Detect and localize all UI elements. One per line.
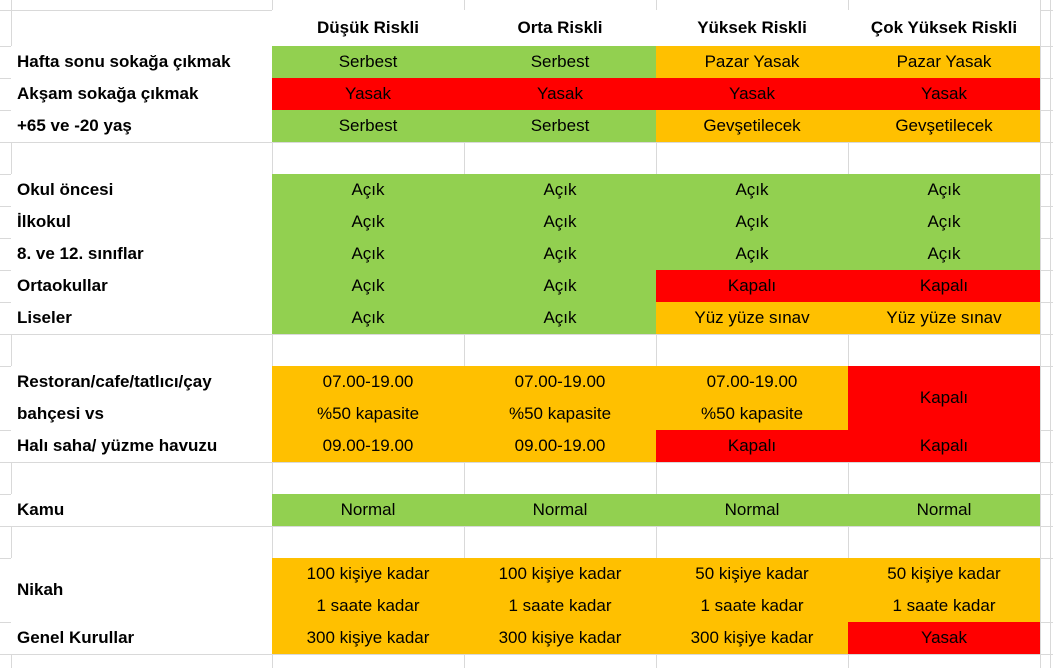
cell-yas-orta[interactable]: Serbest — [464, 110, 656, 142]
cell-yas-cok-yuksek[interactable]: Gevşetilecek — [848, 110, 1040, 142]
cell-ilkokul-yuksek[interactable]: Açık — [656, 206, 848, 238]
cell-siniflar-cok-yuksek[interactable]: Açık — [848, 238, 1040, 270]
gridline-h — [0, 462, 1053, 463]
gridline-v — [848, 0, 849, 668]
cell-line: 07.00-19.00 — [514, 372, 606, 391]
row-label-restoran[interactable]: Restoran/cafe/tatlıcı/çay bahçesi vs — [11, 366, 272, 430]
cell-line: 100 kişiye kadar — [498, 564, 622, 583]
cell-aksam-cok-yuksek[interactable]: Yasak — [848, 78, 1040, 110]
cell-hali-saha-orta[interactable]: 09.00-19.00 — [464, 430, 656, 462]
cell-liseler-orta[interactable]: Açık — [464, 302, 656, 334]
cell-hali-saha-yuksek[interactable]: Kapalı — [656, 430, 848, 462]
row-label-yas[interactable]: +65 ve -20 yaş — [11, 110, 272, 142]
cell-aksam-dusuk[interactable]: Yasak — [272, 78, 464, 110]
cell-nikah-orta[interactable]: 100 kişiye kadar 1 saate kadar — [464, 558, 656, 622]
cell-yas-yuksek[interactable]: Gevşetilecek — [656, 110, 848, 142]
gridline-h — [0, 526, 1053, 527]
row-label-ortaokullar[interactable]: Ortaokullar — [11, 270, 272, 302]
row-label-siniflar[interactable]: 8. ve 12. sınıflar — [11, 238, 272, 270]
cell-line: 1 saate kadar — [316, 596, 420, 615]
cell-aksam-orta[interactable]: Yasak — [464, 78, 656, 110]
cell-line: 1 saate kadar — [508, 596, 612, 615]
cell-ortaokullar-cok-yuksek[interactable]: Kapalı — [848, 270, 1040, 302]
cell-kamu-dusuk[interactable]: Normal — [272, 494, 464, 526]
cell-ortaokullar-orta[interactable]: Açık — [464, 270, 656, 302]
row-label-genel-kurullar[interactable]: Genel Kurullar — [11, 622, 272, 654]
row-label-liseler[interactable]: Liseler — [11, 302, 272, 334]
row-label-ilkokul[interactable]: İlkokul — [11, 206, 272, 238]
cell-liseler-cok-yuksek[interactable]: Yüz yüze sınav — [848, 302, 1040, 334]
column-header-yuksek-riskli[interactable]: Yüksek Riskli — [656, 10, 848, 46]
cell-line: 07.00-19.00 — [322, 372, 414, 391]
cell-aksam-yuksek[interactable]: Yasak — [656, 78, 848, 110]
cell-kamu-yuksek[interactable]: Normal — [656, 494, 848, 526]
cell-ortaokullar-yuksek[interactable]: Kapalı — [656, 270, 848, 302]
gridline-v — [1040, 0, 1041, 668]
column-header-cok-yuksek-riskli[interactable]: Çok Yüksek Riskli — [848, 10, 1040, 46]
row-label-okul-oncesi[interactable]: Okul öncesi — [11, 174, 272, 206]
cell-hafta-sonu-orta[interactable]: Serbest — [464, 46, 656, 78]
cell-ilkokul-dusuk[interactable]: Açık — [272, 206, 464, 238]
cell-line: %50 kapasite — [700, 404, 804, 423]
row-label-aksam[interactable]: Akşam sokağa çıkmak — [11, 78, 272, 110]
cell-siniflar-yuksek[interactable]: Açık — [656, 238, 848, 270]
row-label-hali-saha[interactable]: Halı saha/ yüzme havuzu — [11, 430, 272, 462]
gridline-v — [656, 0, 657, 668]
cell-nikah-cok-yuksek[interactable]: 50 kişiye kadar 1 saate kadar — [848, 558, 1040, 622]
cell-nikah-dusuk[interactable]: 100 kişiye kadar 1 saate kadar — [272, 558, 464, 622]
cell-hafta-sonu-dusuk[interactable]: Serbest — [272, 46, 464, 78]
cell-nikah-yuksek[interactable]: 50 kişiye kadar 1 saate kadar — [656, 558, 848, 622]
cell-okul-oncesi-dusuk[interactable]: Açık — [272, 174, 464, 206]
cell-hafta-sonu-yuksek[interactable]: Pazar Yasak — [656, 46, 848, 78]
cell-ilkokul-cok-yuksek[interactable]: Açık — [848, 206, 1040, 238]
cell-ilkokul-orta[interactable]: Açık — [464, 206, 656, 238]
gridline-v — [11, 0, 12, 668]
row-label-kamu[interactable]: Kamu — [11, 494, 272, 526]
cell-kamu-orta[interactable]: Normal — [464, 494, 656, 526]
cell-restoran-yuksek[interactable]: 07.00-19.00 %50 kapasite — [656, 366, 848, 430]
cell-line: 50 kişiye kadar — [695, 564, 809, 583]
cell-line: 07.00-19.00 — [706, 372, 798, 391]
cell-genel-kurullar-dusuk[interactable]: 300 kişiye kadar — [272, 622, 464, 654]
cell-restoran-cok-yuksek[interactable]: Kapalı — [848, 366, 1040, 430]
cell-restoran-dusuk[interactable]: 07.00-19.00 %50 kapasite — [272, 366, 464, 430]
cell-genel-kurullar-orta[interactable]: 300 kişiye kadar — [464, 622, 656, 654]
cell-hali-saha-cok-yuksek[interactable]: Kapalı — [848, 430, 1040, 462]
column-header-dusuk-riskli[interactable]: Düşük Riskli — [272, 10, 464, 46]
row-label-nikah[interactable]: Nikah — [11, 558, 272, 622]
cell-ortaokullar-dusuk[interactable]: Açık — [272, 270, 464, 302]
row-label-line: Restoran/cafe/tatlıcı/çay — [17, 372, 212, 391]
cell-okul-oncesi-yuksek[interactable]: Açık — [656, 174, 848, 206]
cell-genel-kurullar-cok-yuksek[interactable]: Yasak — [848, 622, 1040, 654]
gridline-h — [0, 654, 1053, 655]
gridline-v — [272, 0, 273, 668]
cell-line: 1 saate kadar — [700, 596, 804, 615]
cell-genel-kurullar-yuksek[interactable]: 300 kişiye kadar — [656, 622, 848, 654]
cell-liseler-yuksek[interactable]: Yüz yüze sınav — [656, 302, 848, 334]
gridline-h — [0, 142, 1053, 143]
row-label-hafta-sonu[interactable]: Hafta sonu sokağa çıkmak — [11, 46, 272, 78]
gridline-h — [0, 334, 1053, 335]
cell-hafta-sonu-cok-yuksek[interactable]: Pazar Yasak — [848, 46, 1040, 78]
cell-line: 1 saate kadar — [892, 596, 996, 615]
cell-okul-oncesi-orta[interactable]: Açık — [464, 174, 656, 206]
cell-line: %50 kapasite — [316, 404, 420, 423]
cell-line: 100 kişiye kadar — [306, 564, 430, 583]
cell-restoran-orta[interactable]: 07.00-19.00 %50 kapasite — [464, 366, 656, 430]
cell-hali-saha-dusuk[interactable]: 09.00-19.00 — [272, 430, 464, 462]
gridline-v — [1050, 0, 1051, 668]
cell-siniflar-dusuk[interactable]: Açık — [272, 238, 464, 270]
row-label-line: bahçesi vs — [17, 404, 104, 423]
cell-line: 50 kişiye kadar — [887, 564, 1001, 583]
cell-kamu-cok-yuksek[interactable]: Normal — [848, 494, 1040, 526]
gridline-v — [464, 0, 465, 668]
cell-siniflar-orta[interactable]: Açık — [464, 238, 656, 270]
cell-okul-oncesi-cok-yuksek[interactable]: Açık — [848, 174, 1040, 206]
cell-liseler-dusuk[interactable]: Açık — [272, 302, 464, 334]
column-header-orta-riskli[interactable]: Orta Riskli — [464, 10, 656, 46]
cell-yas-dusuk[interactable]: Serbest — [272, 110, 464, 142]
cell-line: %50 kapasite — [508, 404, 612, 423]
